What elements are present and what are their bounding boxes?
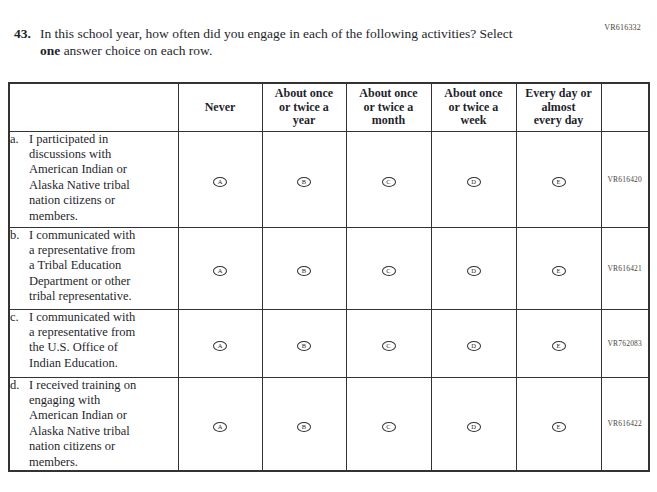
- item-cell-b: b. I communicated with a representative …: [9, 227, 178, 309]
- item-letter: b.: [10, 228, 29, 305]
- column-header-once-twice-year: About once or twice a year: [262, 83, 346, 131]
- answer-cell: A: [178, 377, 262, 471]
- column-header-every-day: Every day or almost every day: [516, 83, 601, 131]
- answer-bubble-b-year[interactable]: B: [297, 266, 311, 276]
- answer-bubble-c-year[interactable]: B: [297, 341, 311, 351]
- answer-cell: A: [178, 227, 262, 309]
- answer-bubble-d-month[interactable]: C: [382, 422, 396, 432]
- item-code: VR616420: [601, 131, 649, 227]
- item-code: VR762083: [601, 309, 649, 377]
- answer-bubble-d-never[interactable]: A: [213, 422, 227, 432]
- answer-cell: B: [262, 377, 346, 471]
- answer-bubble-a-month[interactable]: C: [382, 177, 396, 187]
- answer-cell: D: [431, 377, 516, 471]
- survey-page: VR616332 43. In this school year, how of…: [0, 0, 657, 492]
- answer-cell: E: [516, 131, 601, 227]
- question-line-2-rest: answer choice on each row.: [60, 43, 212, 58]
- form-code-top-right: VR616332: [604, 23, 641, 32]
- item-label: I communicated with a representative fro…: [29, 228, 135, 305]
- item-code: VR616421: [601, 227, 649, 309]
- answer-cell: C: [346, 227, 431, 309]
- column-header-once-twice-month: About once or twice a month: [346, 83, 431, 131]
- item-letter: d.: [10, 378, 29, 470]
- response-matrix-table: Never About once or twice a year About o…: [8, 82, 650, 472]
- question-text: In this school year, how often did you e…: [40, 26, 513, 59]
- table-row-a: a. I participated in discussions with Am…: [9, 131, 649, 227]
- table-row-b: b. I communicated with a representative …: [9, 227, 649, 309]
- answer-bubble-b-everyday[interactable]: E: [552, 266, 566, 276]
- answer-cell: A: [178, 131, 262, 227]
- answer-bubble-b-never[interactable]: A: [213, 266, 227, 276]
- column-header-code-empty: [601, 83, 649, 131]
- item-label: I communicated with a representative fro…: [29, 310, 135, 372]
- item-cell-a: a. I participated in discussions with Am…: [9, 131, 178, 227]
- answer-bubble-c-everyday[interactable]: E: [552, 341, 566, 351]
- answer-cell: D: [431, 227, 516, 309]
- question-block: 43. In this school year, how often did y…: [14, 26, 513, 59]
- answer-bubble-c-never[interactable]: A: [213, 341, 227, 351]
- item-cell-d: d. I received training on engaging with …: [9, 377, 178, 471]
- question-line-1: In this school year, how often did you e…: [40, 26, 513, 43]
- answer-bubble-d-week[interactable]: D: [467, 422, 481, 432]
- answer-bubble-a-never[interactable]: A: [213, 177, 227, 187]
- answer-cell: B: [262, 227, 346, 309]
- answer-bubble-b-month[interactable]: C: [382, 266, 396, 276]
- answer-bubble-a-everyday[interactable]: E: [552, 177, 566, 187]
- column-header-once-twice-week: About once or twice a week: [431, 83, 516, 131]
- answer-cell: A: [178, 309, 262, 377]
- question-bold-word: one: [40, 43, 60, 58]
- answer-cell: D: [431, 131, 516, 227]
- answer-cell: E: [516, 309, 601, 377]
- table-row-c: c. I communicated with a representative …: [9, 309, 649, 377]
- answer-cell: B: [262, 309, 346, 377]
- answer-cell: D: [431, 309, 516, 377]
- answer-cell: E: [516, 227, 601, 309]
- answer-cell: C: [346, 309, 431, 377]
- question-number: 43.: [14, 26, 40, 59]
- answer-bubble-d-everyday[interactable]: E: [552, 422, 566, 432]
- question-line-2: one answer choice on each row.: [40, 43, 513, 60]
- answer-cell: C: [346, 131, 431, 227]
- answer-cell: E: [516, 377, 601, 471]
- item-letter: a.: [10, 132, 29, 224]
- answer-bubble-c-week[interactable]: D: [467, 341, 481, 351]
- table-row-d: d. I received training on engaging with …: [9, 377, 649, 471]
- answer-bubble-c-month[interactable]: C: [382, 341, 396, 351]
- answer-bubble-a-year[interactable]: B: [297, 177, 311, 187]
- answer-bubble-d-year[interactable]: B: [297, 422, 311, 432]
- item-cell-c: c. I communicated with a representative …: [9, 309, 178, 377]
- answer-bubble-b-week[interactable]: D: [467, 266, 481, 276]
- answer-bubble-a-week[interactable]: D: [467, 177, 481, 187]
- answer-cell: B: [262, 131, 346, 227]
- answer-cell: C: [346, 377, 431, 471]
- column-header-never: Never: [178, 83, 262, 131]
- item-label: I received training on engaging with Ame…: [29, 378, 136, 470]
- item-code: VR616422: [601, 377, 649, 471]
- item-letter: c.: [10, 310, 29, 372]
- header-row: Never About once or twice a year About o…: [9, 83, 649, 131]
- column-header-items-empty: [9, 83, 178, 131]
- item-label: I participated in discussions with Ameri…: [29, 132, 130, 224]
